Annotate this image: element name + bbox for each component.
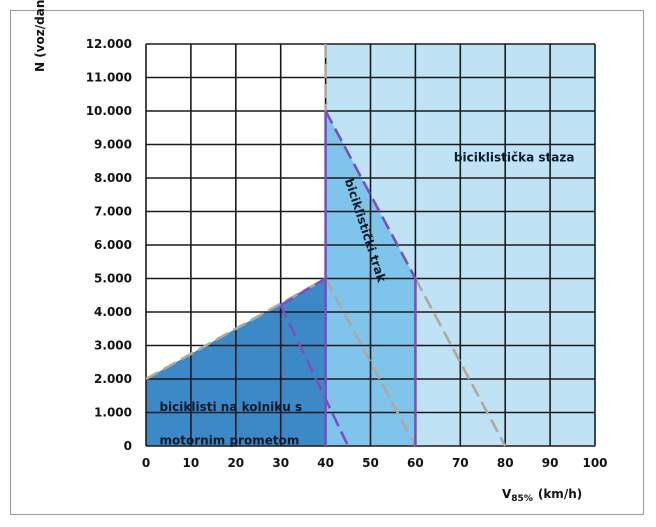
x-tick-label: 100 — [582, 456, 607, 470]
chart-frame — [10, 10, 644, 515]
boundary-lines — [145, 44, 507, 447]
x-tick-label: 10 — [183, 456, 200, 470]
boundary-line-9 — [324, 110, 417, 280]
region-label-biciklisti-na-kolniku-s-motornim-prometom-2: motornim prometom — [159, 433, 299, 447]
y-tick-label: 1.000 — [94, 406, 132, 420]
y-tick-label: 6.000 — [94, 238, 132, 252]
x-tick-label: 90 — [542, 456, 559, 470]
y-tick-label: 3.000 — [94, 339, 132, 353]
boundary-line-2 — [324, 277, 417, 447]
region-label-biciklisticka-staza-1: biciklistička staza — [454, 150, 575, 164]
boundary-line-3 — [414, 277, 507, 447]
y-tick-label: 7.000 — [94, 205, 132, 219]
boundary-line-7 — [279, 304, 350, 447]
x-tick-label: 40 — [317, 456, 334, 470]
x-tick-label: 30 — [272, 456, 289, 470]
x-axis-label-sub: 85% — [511, 494, 533, 504]
x-tick-label: 60 — [407, 456, 424, 470]
x-axis-label: V85% (km/h) — [502, 487, 582, 504]
y-axis-label: N (voz/dan) — [33, 0, 47, 72]
boundary-line-6 — [280, 277, 327, 307]
x-axis-label-unit: (km/h) — [538, 487, 582, 501]
y-tick-label: 2.000 — [94, 372, 132, 386]
x-tick-label: 80 — [497, 456, 514, 470]
x-tick-label: 20 — [227, 456, 244, 470]
y-tick-label: 12.000 — [86, 37, 132, 51]
y-tick-label: 9.000 — [94, 138, 132, 152]
region-label-biciklisti-na-kolniku-s-motornim-prometom-1: biciklisti na kolniku s — [159, 400, 302, 414]
y-tick-label: 8.000 — [94, 171, 132, 185]
y-tick-label: 5.000 — [94, 272, 132, 286]
y-tick-label: 4.000 — [94, 305, 132, 319]
x-tick-label: 50 — [362, 456, 379, 470]
boundary-line-1 — [145, 277, 327, 381]
x-axis-label-main: V — [502, 487, 512, 501]
y-tick-label: 0 — [124, 439, 132, 453]
y-tick-label: 11.000 — [86, 71, 132, 85]
tick-labels: 0 10 20 30 40 50 60 70 80 90 100 0 1.000 2.000 3.000 4.… — [86, 37, 608, 470]
y-tick-label: 10.000 — [86, 104, 132, 118]
x-tick-label: 70 — [452, 456, 469, 470]
x-tick-label: 0 — [142, 456, 150, 470]
